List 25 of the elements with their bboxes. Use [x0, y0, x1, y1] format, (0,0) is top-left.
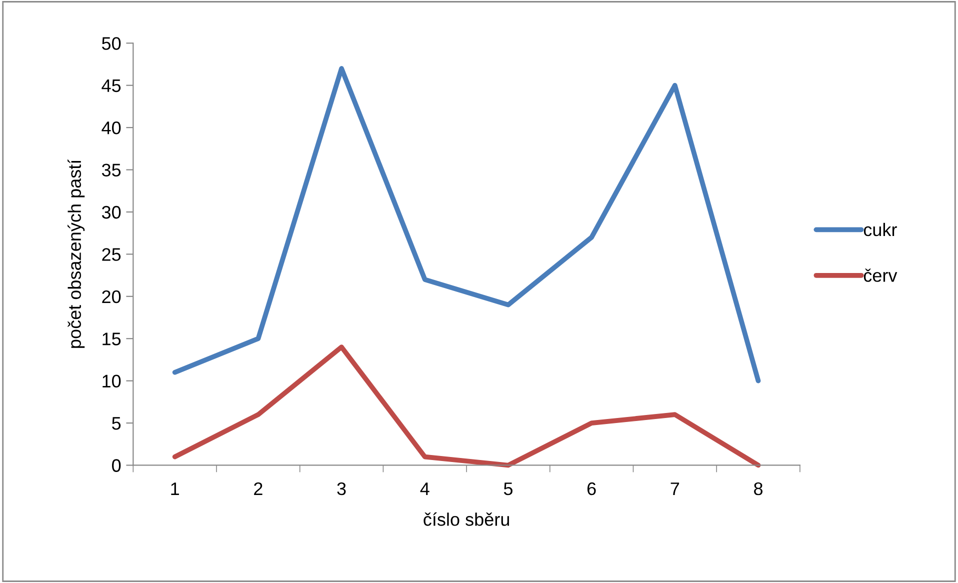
y-axis-title: počet obsazených pastí — [68, 159, 85, 348]
y-tick-label: 30 — [102, 206, 121, 219]
x-tick-label: 5 — [504, 482, 512, 496]
y-tick-label: 0 — [112, 459, 121, 472]
x-tick-label: 3 — [337, 482, 346, 496]
y-tick-label: 35 — [102, 164, 121, 176]
x-tick-label: 2 — [254, 482, 262, 495]
y-tick-label: 40 — [102, 121, 121, 134]
x-tick-label: 8 — [754, 482, 762, 496]
y-tick-label: 20 — [102, 290, 121, 304]
y-tick-label: 10 — [102, 374, 121, 388]
x-tick-label: 7 — [670, 482, 680, 495]
y-tick-label: 45 — [102, 79, 121, 92]
x-tick-label: 1 — [171, 482, 179, 495]
y-tick-label: 5 — [112, 417, 121, 430]
legend-label: červ — [864, 268, 898, 282]
y-tick-label: 15 — [102, 332, 121, 346]
y-tick-label: 25 — [102, 248, 121, 261]
x-axis-title: číslo sběru — [424, 512, 509, 526]
line-series — [172, 344, 761, 468]
line-series — [172, 66, 761, 384]
legend-label: cukr — [864, 222, 897, 236]
x-tick-label: 4 — [420, 482, 430, 495]
y-tick-label: 50 — [102, 37, 121, 50]
x-tick-label: 6 — [587, 482, 596, 496]
